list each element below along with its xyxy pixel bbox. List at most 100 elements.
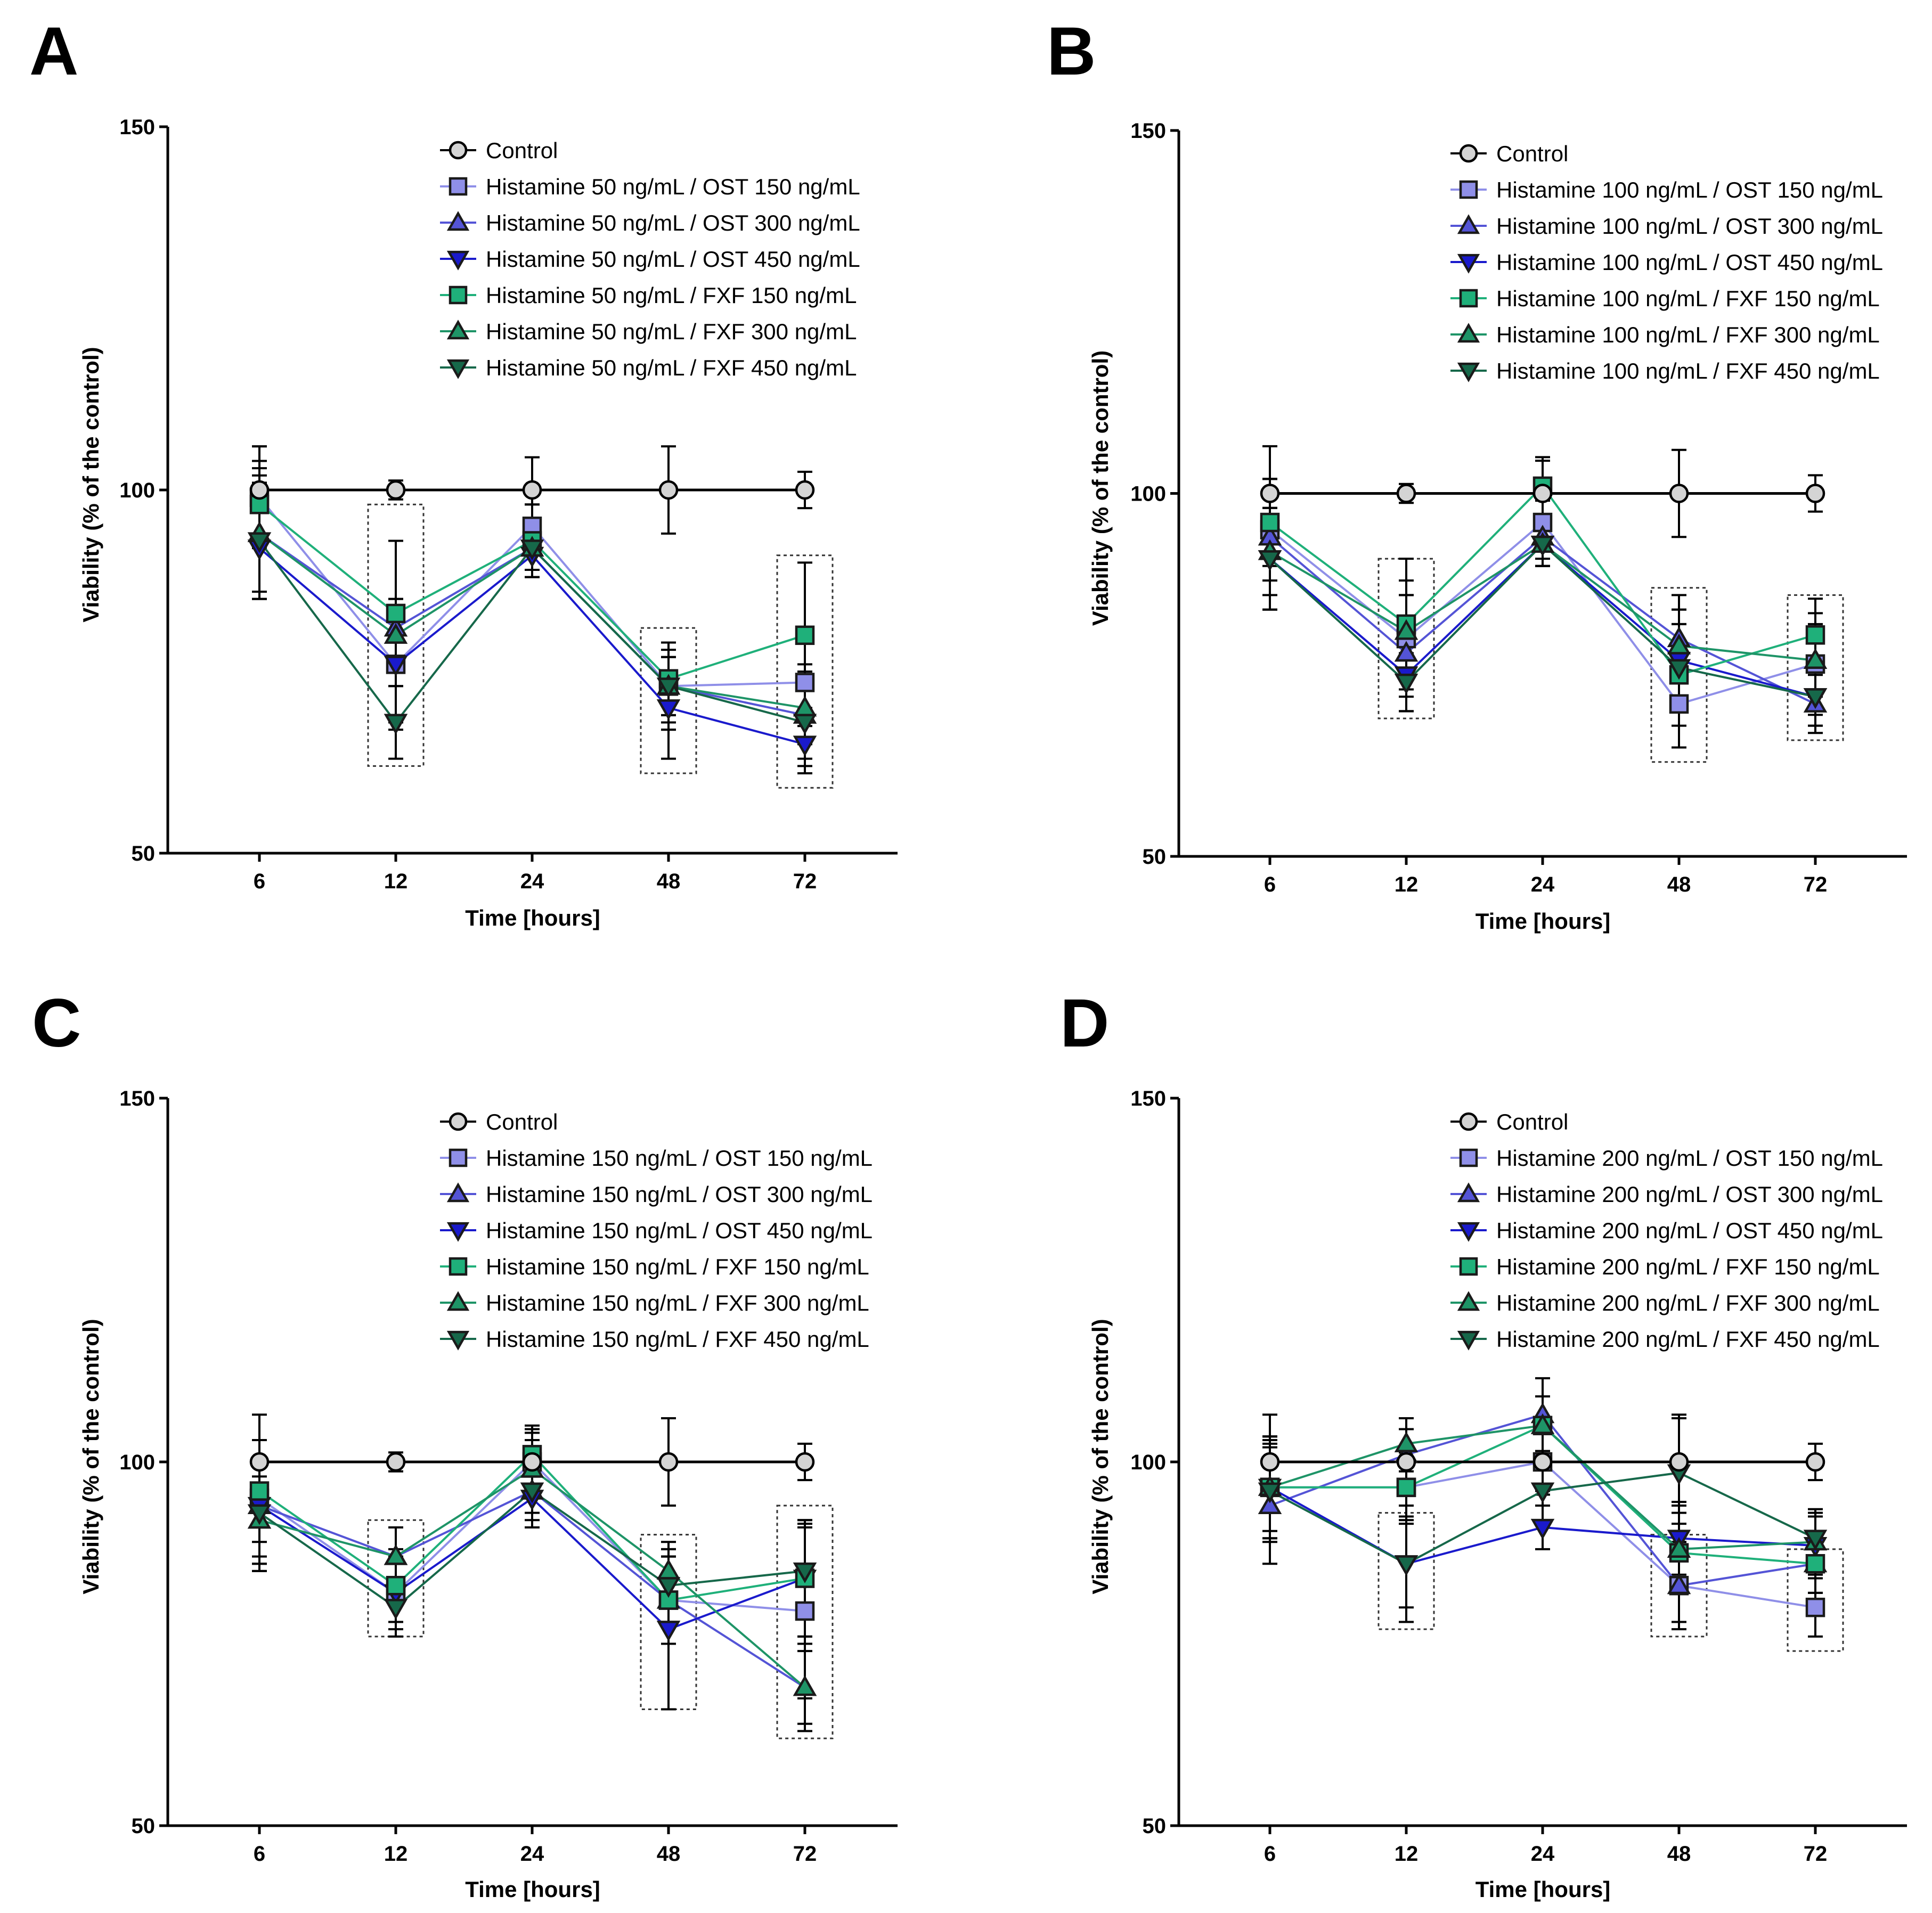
x-tick-label: 12 <box>384 1842 408 1866</box>
legend-marker-ost300 <box>446 211 470 231</box>
x-tick-label: 6 <box>254 1842 265 1866</box>
data-point-fxf450 <box>247 1504 272 1525</box>
panel-letter: D <box>1060 985 1109 1061</box>
highlight-box <box>776 554 834 789</box>
data-point-fxf450 <box>1530 1482 1555 1503</box>
highlight-box <box>776 1505 834 1739</box>
panel-letter: B <box>1047 13 1096 89</box>
y-axis-title: Viability (% of the control) <box>78 1319 103 1594</box>
data-point-control <box>1669 484 1689 503</box>
data-point-fxf150 <box>386 1575 406 1596</box>
legend-label: Histamine 50 ng/mL / FXF 450 ng/mL <box>486 355 857 380</box>
data-point-fxf450 <box>1394 673 1419 694</box>
data-point-fxf450 <box>384 1599 408 1620</box>
y-tick-label: 150 <box>119 116 155 139</box>
legend-label: Histamine 150 ng/mL / OST 300 ng/mL <box>486 1182 873 1207</box>
legend-marker-fxf450 <box>446 359 470 379</box>
legend-marker-fxf150 <box>1459 1257 1478 1276</box>
legend: Control Histamine 50 ng/mL / OST 150 ng/m… <box>440 138 860 380</box>
data-point-fxf450 <box>384 714 408 735</box>
legend-marker-fxf300 <box>446 1291 470 1311</box>
x-tick-label: 6 <box>1264 873 1276 896</box>
legend-marker-fxf150 <box>1459 289 1478 308</box>
data-point-fxf450 <box>1530 535 1555 557</box>
legend-label: Histamine 50 ng/mL / FXF 150 ng/mL <box>486 283 857 308</box>
legend-label: Histamine 200 ng/mL / FXF 300 ng/mL <box>1496 1290 1880 1315</box>
data-point-fxf450 <box>1667 659 1691 680</box>
data-point-fxf450 <box>1803 1530 1828 1551</box>
legend-marker-fxf450 <box>1457 362 1480 382</box>
legend-label: Histamine 150 ng/mL / FXF 300 ng/mL <box>486 1290 869 1315</box>
legend-label: Histamine 100 ng/mL / OST 150 ng/mL <box>1496 177 1883 202</box>
legend-marker-fxf150 <box>449 1257 468 1276</box>
legend-label: Histamine 100 ng/mL / OST 450 ng/mL <box>1496 250 1883 275</box>
data-point-ost450 <box>656 699 681 721</box>
legend-marker-fxf300 <box>446 320 470 340</box>
y-axis-title: Viability (% of the control) <box>1088 1319 1113 1594</box>
data-point-ost450 <box>793 735 817 757</box>
legend-marker-ost450 <box>446 1222 470 1242</box>
x-axis-title: Time [hours] <box>465 905 600 930</box>
legend-label: Control <box>1496 141 1568 166</box>
legend: Control Histamine 100 ng/mL / OST 150 ng/… <box>1450 141 1883 383</box>
legend-marker-ost450 <box>1457 1222 1480 1242</box>
y-tick-label: 150 <box>119 1087 155 1110</box>
data-point-fxf450 <box>1803 688 1828 709</box>
data-point-control <box>1396 484 1416 503</box>
data-point-control <box>1260 1452 1280 1472</box>
legend-marker-ost150 <box>1459 1148 1478 1167</box>
data-point-fxf150 <box>795 625 815 645</box>
legend-label: Control <box>1496 1109 1568 1134</box>
x-tick-label: 72 <box>793 1842 817 1866</box>
data-point-ost450 <box>656 1621 681 1642</box>
x-tick-label: 72 <box>1804 873 1828 896</box>
data-point-fxf450 <box>656 677 681 699</box>
data-point-fxf300 <box>793 1675 817 1696</box>
data-point-fxf300 <box>1394 619 1419 640</box>
legend-marker-ost300 <box>1457 1182 1480 1203</box>
data-point-fxf450 <box>520 1482 544 1503</box>
panel-letter: C <box>32 985 81 1061</box>
legend-label: Control <box>486 138 558 163</box>
legend-label: Histamine 200 ng/mL / OST 150 ng/mL <box>1496 1146 1883 1171</box>
data-point-fxf450 <box>520 539 544 561</box>
legend-marker-control <box>1459 144 1478 163</box>
data-point-fxf450 <box>1258 550 1282 571</box>
x-axis-title: Time [hours] <box>1476 909 1611 934</box>
x-tick-label: 24 <box>520 1842 544 1866</box>
data-point-control <box>1396 1452 1416 1472</box>
legend-marker-ost150 <box>449 177 468 196</box>
x-tick-label: 24 <box>1531 1842 1555 1866</box>
x-tick-label: 12 <box>1395 873 1419 896</box>
legend-marker-ost300 <box>446 1182 470 1203</box>
data-point-control <box>1260 484 1280 503</box>
x-tick-label: 24 <box>1531 873 1555 896</box>
legend-label: Histamine 200 ng/mL / OST 450 ng/mL <box>1496 1218 1883 1243</box>
data-point-ost450 <box>384 656 408 677</box>
x-tick-label: 6 <box>1264 1842 1276 1866</box>
y-tick-label: 100 <box>1130 1451 1166 1474</box>
legend-label: Histamine 200 ng/mL / FXF 450 ng/mL <box>1496 1327 1880 1352</box>
legend-label: Histamine 50 ng/mL / OST 450 ng/mL <box>486 247 860 272</box>
legend-marker-fxf300 <box>1457 1291 1480 1311</box>
x-tick-label: 72 <box>1804 1842 1828 1866</box>
data-point-control <box>522 1452 542 1472</box>
data-point-ost450 <box>1530 1518 1555 1540</box>
legend-marker-fxf450 <box>446 1330 470 1351</box>
data-point-fxf450 <box>793 714 817 735</box>
legend-label: Histamine 50 ng/mL / OST 300 ng/mL <box>486 210 860 235</box>
data-point-control <box>249 1452 270 1472</box>
data-point-ost150 <box>1669 694 1689 714</box>
legend-marker-ost150 <box>449 1148 468 1167</box>
x-axis-title: Time [hours] <box>1476 1877 1611 1902</box>
x-tick-label: 48 <box>1667 1842 1691 1866</box>
data-point-control <box>795 1452 815 1472</box>
data-point-control <box>1532 484 1553 503</box>
series-line-ost450 <box>1269 543 1816 698</box>
data-point-fxf450 <box>247 532 272 553</box>
data-point-ost150 <box>795 1601 815 1621</box>
y-tick-label: 50 <box>1143 1814 1167 1838</box>
legend-label: Histamine 150 ng/mL / OST 150 ng/mL <box>486 1146 873 1171</box>
legend-label: Histamine 100 ng/mL / FXF 150 ng/mL <box>1496 286 1880 311</box>
x-tick-label: 48 <box>657 870 681 893</box>
